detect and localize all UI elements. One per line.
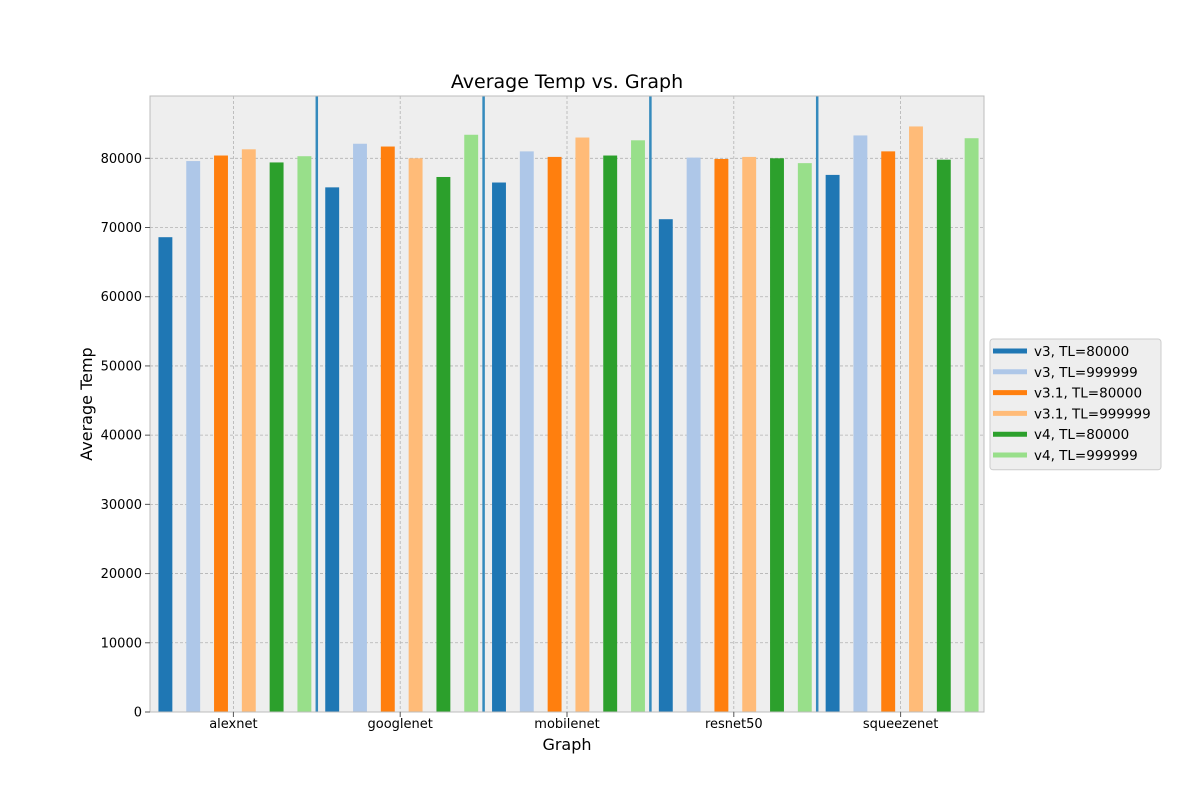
legend-label-5: v4, TL=999999: [1034, 448, 1138, 464]
group-separators: [315, 96, 819, 712]
bar-resnet50-series-2: [714, 158, 729, 713]
bar-mobilenet-series-2: [547, 156, 562, 713]
x-tick-label-googlenet: googlenet: [368, 717, 433, 732]
x-tick-label-alexnet: alexnet: [209, 717, 257, 732]
legend-label-2: v3.1, TL=80000: [1034, 386, 1142, 402]
bar-resnet50-series-4: [770, 158, 784, 713]
bar-squeezenet-series-0: [825, 174, 840, 712]
legend-frame: [989, 338, 1162, 471]
bar-alexnet-series-3: [241, 149, 256, 713]
bar-squeezenet-series-1: [853, 135, 868, 713]
x-axis-ticks: alexnet googlenet mobilenet resnet50 squeeze…: [209, 712, 938, 732]
legend-label-1: v3, TL=999999: [1034, 365, 1138, 381]
y-axis-label: Average Temp: [77, 347, 96, 460]
bar-mobilenet-series-3: [575, 137, 590, 713]
bar-resnet50-series-3: [742, 156, 757, 713]
chart-title: Average Temp vs. Graph: [451, 71, 683, 93]
bar-alexnet-series-5: [297, 156, 312, 713]
y-tick-label: 60000: [101, 290, 142, 305]
legend-label-3: v3.1, TL=999999: [1034, 406, 1151, 422]
bar-googlenet-series-1: [353, 143, 367, 712]
y-tick-label: 20000: [101, 567, 142, 582]
bar-alexnet-series-2: [214, 155, 228, 713]
bar-alexnet-series-4: [269, 162, 284, 712]
bar-squeezenet-series-5: [964, 138, 979, 713]
x-tick-label-resnet50: resnet50: [705, 717, 763, 732]
legend-label-4: v4, TL=80000: [1034, 427, 1129, 443]
y-tick-label: 70000: [101, 221, 142, 236]
bar-resnet50-series-5: [797, 163, 812, 712]
bar-alexnet-series-1: [186, 161, 201, 712]
y-tick-label: 40000: [101, 429, 142, 444]
x-axis-label: Graph: [542, 735, 591, 754]
y-tick-label: 0: [134, 706, 142, 721]
bar-mobilenet-series-4: [603, 155, 618, 713]
bar-mobilenet-series-5: [631, 140, 645, 712]
bar-squeezenet-series-4: [936, 159, 951, 713]
bar-googlenet-series-4: [436, 176, 451, 712]
x-tick-label-squeezenet: squeezenet: [863, 717, 938, 732]
x-tick-label-mobilenet: mobilenet: [534, 717, 599, 732]
y-tick-label: 10000: [101, 636, 142, 651]
legend: v3, TL=80000 v3, TL=999999 v3.1, TL=80000 v…: [989, 338, 1162, 471]
y-tick-label: 80000: [101, 152, 142, 167]
bar-squeezenet-series-2: [881, 151, 896, 712]
bar-resnet50-series-0: [658, 219, 673, 712]
legend-label-0: v3, TL=80000: [1034, 344, 1129, 360]
bar-googlenet-series-5: [464, 134, 479, 713]
bar-googlenet-series-3: [408, 158, 423, 713]
bar-mobilenet-series-0: [492, 182, 506, 713]
y-axis-ticks: 0 10000 20000 30000 40000 50000 60000 70000 8000…: [101, 152, 150, 721]
bar-squeezenet-series-3: [909, 126, 923, 713]
bar-mobilenet-series-1: [519, 151, 534, 712]
bar-googlenet-series-2: [380, 146, 395, 712]
bar-alexnet-series-0: [158, 237, 173, 713]
bar-googlenet-series-0: [325, 187, 340, 712]
bars: [158, 126, 979, 713]
y-tick-label: 50000: [101, 359, 142, 374]
bar-resnet50-series-1: [686, 157, 701, 713]
y-tick-label: 30000: [101, 498, 142, 513]
